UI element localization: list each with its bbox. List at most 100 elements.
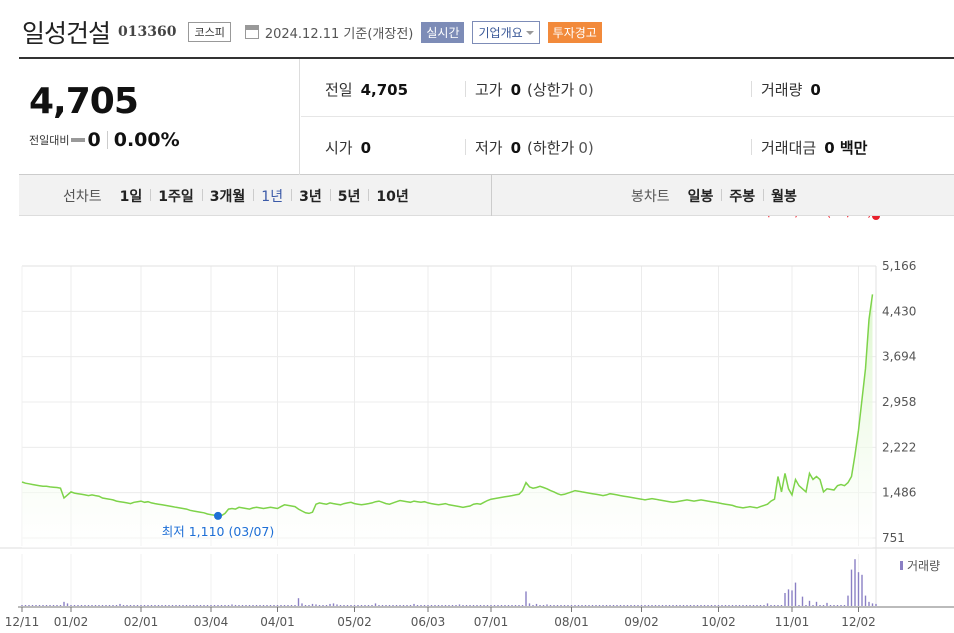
chart-type-bar: 선차트 1일 1주일 3개월 1년 3년 5년 10년 봉차트 일봉 주봉 월봉 (19, 175, 954, 216)
volume-bar (315, 604, 317, 606)
tab-3m[interactable]: 3개월 (201, 186, 254, 206)
volume-bar (787, 589, 790, 606)
stats-row: 전일 4,705 고가 0 (상한가 0) 거래량 0 (301, 59, 954, 117)
volume-bar (329, 603, 331, 606)
tab-10y[interactable]: 10년 (368, 186, 416, 206)
volume-bar (553, 605, 555, 606)
high-label: 고가 (475, 81, 503, 99)
volume-bar (157, 605, 160, 606)
volume-bar (609, 605, 611, 606)
calendar-icon (244, 25, 259, 39)
open-value: 0 (360, 139, 372, 157)
company-overview-dropdown[interactable]: 기업개요 (472, 20, 540, 44)
volume-bar (805, 605, 807, 606)
tab-weekly[interactable]: 주봉 (721, 186, 763, 206)
volume-bar (710, 605, 713, 606)
volume-bar (84, 605, 86, 606)
volume-bar (63, 601, 65, 606)
volume-bar (339, 605, 342, 606)
volume-bar (763, 605, 765, 606)
tab-monthly[interactable]: 월봉 (763, 186, 805, 206)
chevron-down-icon (525, 31, 534, 35)
stock-header: 일성건설 013360 코스피 2024.12.11 기준(개장전) 실시간 기… (22, 14, 602, 50)
volume-bar (266, 605, 268, 606)
volume-bar (112, 605, 114, 606)
volume-bar (626, 605, 629, 606)
volume-bar (581, 605, 583, 606)
tab-1w[interactable]: 1주일 (150, 186, 202, 206)
tab-3y[interactable]: 3년 (291, 186, 330, 206)
volume-bar (175, 605, 177, 606)
volume-bar (52, 605, 55, 606)
amount-label: 거래대금 (761, 139, 817, 157)
volume-bar (518, 605, 520, 606)
realtime-button[interactable]: 실시간 (421, 21, 465, 43)
x-tick-label: 09/02 (624, 615, 659, 629)
volume-bar (864, 595, 867, 606)
volume-bar (126, 605, 128, 606)
volume-bar (385, 605, 387, 606)
volume-bar (875, 603, 877, 606)
volume-bar (465, 605, 468, 606)
volume-bar (409, 605, 412, 606)
volume-bar (871, 603, 874, 606)
volume-bar (451, 605, 454, 606)
volume-bar (406, 605, 408, 606)
stock-code: 013360 (118, 24, 177, 40)
volume-bar (357, 605, 359, 606)
tab-1d[interactable]: 1일 (119, 188, 143, 205)
volume-bar (49, 605, 51, 606)
volume-bar (658, 605, 660, 606)
high-price: 고가 0 (상한가 0) (465, 79, 594, 100)
volume-bar (595, 605, 597, 606)
volume-bar (745, 605, 748, 606)
volume-bar (794, 582, 797, 606)
volume-bar (808, 600, 811, 606)
tab-5y[interactable]: 5년 (329, 186, 369, 206)
flat-icon (71, 138, 86, 142)
volume-bar (735, 605, 737, 606)
volume-bar (150, 605, 153, 606)
low-value: 0 (510, 139, 522, 157)
upper-label: (상한가 (527, 81, 575, 99)
volume-bar (854, 559, 856, 606)
volume-bar (140, 605, 142, 606)
volume-bar (843, 605, 846, 606)
volume-bar (311, 603, 314, 606)
high-label: 최고 4,705 (12/10) (759, 216, 872, 219)
volume-bar (728, 605, 730, 606)
volume-label: 거래량 (761, 81, 803, 99)
volume-bar (35, 605, 37, 606)
volume-bar (94, 605, 97, 606)
y-tick-label: 2,958 (882, 395, 916, 409)
price-area (22, 294, 873, 548)
x-tick-label: 02/01 (124, 615, 159, 629)
volume-bar (675, 605, 678, 606)
volume-bar (147, 605, 149, 606)
x-tick-label: 06/03 (411, 615, 446, 629)
tab-1y[interactable]: 1년 (253, 186, 291, 206)
volume-bar (133, 605, 135, 606)
volume-bar (430, 605, 433, 606)
volume-bar (350, 605, 352, 606)
x-tick-label: 11/01 (775, 615, 810, 629)
volume-legend-label: 거래량 (907, 559, 940, 573)
chart-grid (0, 265, 954, 608)
volume-value: 0 (810, 81, 821, 99)
volume-bar (231, 604, 233, 606)
volume-bar (224, 605, 226, 606)
volume-bar (178, 605, 181, 606)
volume-bar (707, 605, 709, 606)
volume-bar (192, 605, 195, 606)
volume-bar (647, 605, 650, 606)
volume-bar (644, 605, 646, 606)
tab-daily[interactable]: 일봉 (687, 188, 714, 205)
volume-bar (717, 605, 720, 606)
volume-bar (868, 601, 870, 606)
volume-bar (73, 605, 76, 606)
volume-bar (798, 605, 800, 606)
volume-bar (56, 605, 58, 606)
volume-bar (630, 605, 632, 606)
volume-bar (259, 605, 261, 606)
lower-label: (하한가 (527, 139, 575, 157)
